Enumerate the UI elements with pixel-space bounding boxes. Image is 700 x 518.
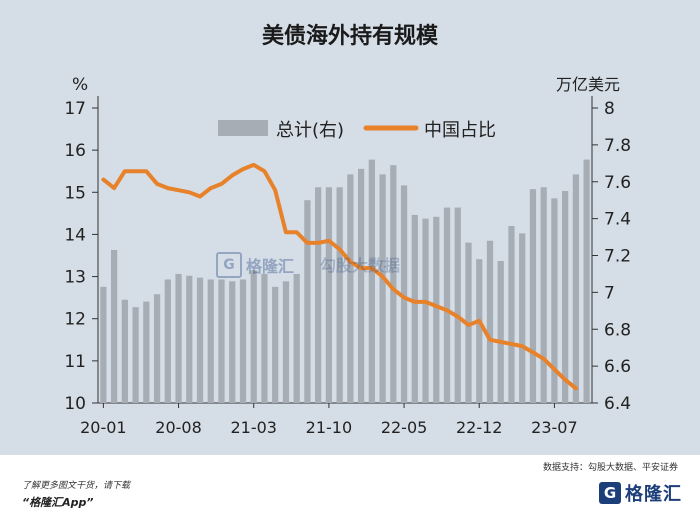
- left-tick-label: 12: [64, 310, 86, 330]
- x-tick-label: 20-01: [80, 418, 127, 437]
- bar: [476, 259, 483, 403]
- x-tick-label: 21-10: [306, 418, 353, 437]
- legend-bar-swatch: [218, 120, 268, 136]
- bar: [411, 214, 418, 403]
- bar: [239, 279, 247, 403]
- bar: [282, 281, 290, 403]
- left-tick-label: 17: [64, 99, 86, 119]
- left-tick-label: 13: [64, 268, 86, 288]
- bar: [508, 226, 515, 403]
- bar: [551, 198, 558, 403]
- bar: [272, 286, 279, 403]
- x-tick-label: 21-03: [230, 418, 277, 437]
- bar: [143, 301, 150, 403]
- bar: [540, 187, 547, 403]
- bar: [519, 233, 526, 403]
- bar: [583, 159, 590, 403]
- right-tick-label: 8: [604, 99, 615, 119]
- chart-svg: 10 11 12 13 14 15 16 17 6.4 6.6 6.8 7 7.2 7.4 7.6 7.8 8%…: [64, 75, 631, 437]
- bar: [229, 281, 236, 403]
- footer-logo-icon: G: [599, 482, 621, 504]
- x-tick-label: 23-07: [531, 418, 578, 437]
- right-tick-label: 6.6: [604, 357, 631, 377]
- bar: [218, 279, 225, 403]
- bar: [443, 207, 451, 403]
- right-tick-label: 6.4: [604, 394, 631, 414]
- legend-line-label: 中国占比: [424, 120, 496, 141]
- bar: [433, 216, 440, 403]
- right-tick-label: 6.8: [604, 320, 631, 340]
- bar: [336, 187, 343, 403]
- bar: [572, 174, 580, 403]
- bar: [368, 159, 375, 403]
- bar: [357, 168, 365, 403]
- bar: [121, 299, 128, 403]
- promo-line-1: 了解更多图文干货，请下载: [22, 481, 131, 491]
- right-tick-label: 7.4: [604, 210, 631, 230]
- bar: [497, 261, 504, 403]
- footer-logo: G 格隆汇: [599, 480, 682, 506]
- bar: [250, 270, 257, 403]
- bar: [293, 273, 300, 403]
- bar: [422, 218, 429, 403]
- left-tick-label: 16: [64, 141, 86, 161]
- bar: [164, 279, 171, 403]
- bar: [454, 207, 461, 403]
- bar: [132, 307, 139, 403]
- bar: [175, 273, 182, 403]
- right-tick-label: 7.2: [604, 247, 631, 267]
- left-axis-label: %: [72, 75, 88, 95]
- bar: [529, 189, 537, 403]
- bar: [390, 165, 397, 403]
- left-tick-label: 15: [64, 183, 86, 203]
- bar: [207, 279, 214, 403]
- chart-title: 美债海外持有规模: [261, 24, 438, 49]
- source-note: 数据支持：勾股大数据、平安证券: [542, 463, 678, 473]
- bar: [304, 200, 311, 403]
- bar: [379, 174, 386, 403]
- right-tick-label: 7.6: [604, 173, 631, 193]
- right-axis-label: 万亿美元: [556, 75, 620, 94]
- bar: [347, 174, 354, 403]
- x-tick-label: 22-05: [381, 418, 428, 437]
- bar: [196, 277, 204, 403]
- right-tick-label: 7: [604, 283, 615, 303]
- bar: [315, 187, 322, 403]
- bar: [153, 294, 161, 403]
- x-tick-label: 20-08: [155, 418, 202, 437]
- bar: [110, 249, 118, 403]
- footer-logo-text: 格隆汇: [625, 484, 682, 505]
- left-tick-label: 14: [64, 225, 86, 245]
- bar: [486, 240, 494, 403]
- bar: [261, 273, 268, 403]
- x-tick-label: 22-12: [456, 418, 503, 437]
- bar: [400, 185, 408, 403]
- promo-line-2: “格隆汇App”: [22, 496, 94, 509]
- legend-bar-label: 总计(右): [276, 120, 344, 141]
- left-tick-label: 10: [64, 394, 86, 414]
- china-share-line: [101, 162, 578, 391]
- bar: [100, 286, 107, 403]
- right-tick-label: 7.8: [604, 136, 631, 156]
- left-tick-label: 11: [64, 352, 86, 372]
- bar: [562, 190, 569, 403]
- bar: [186, 275, 193, 403]
- bar: [325, 187, 333, 403]
